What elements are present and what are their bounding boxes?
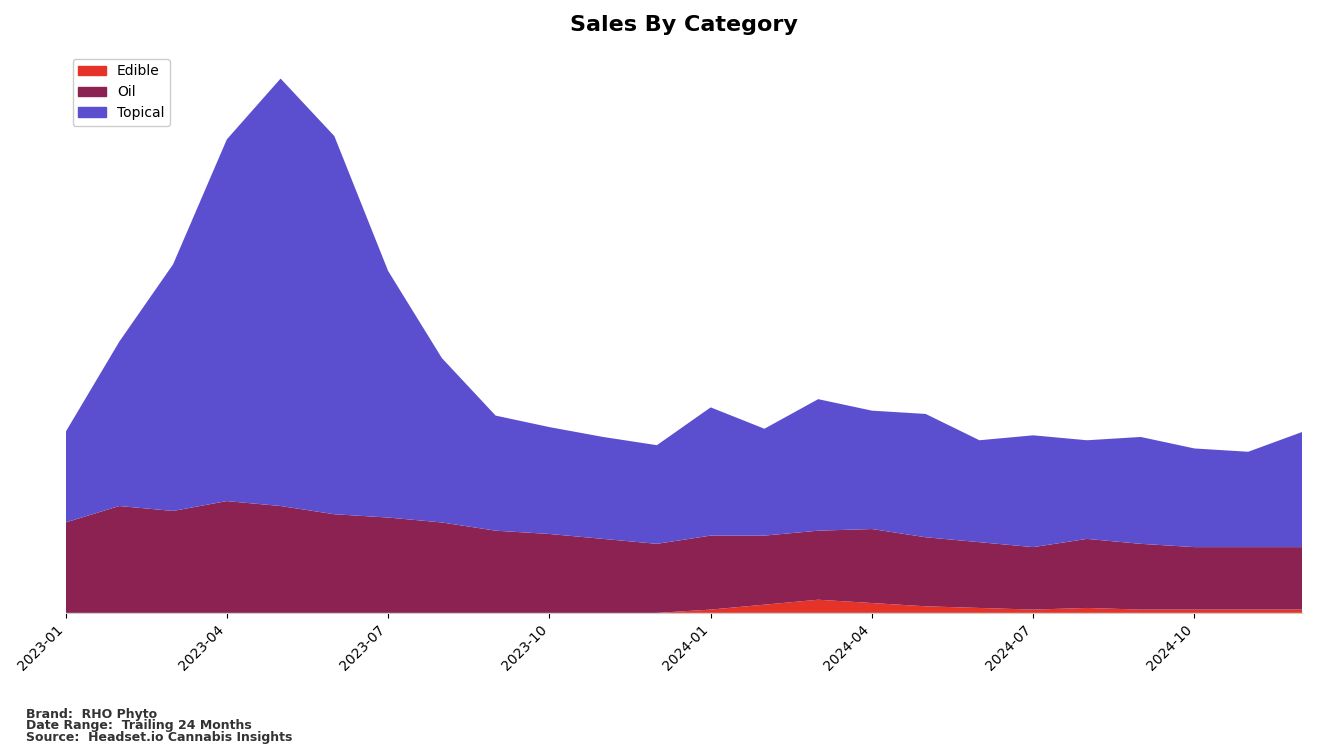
Legend: Edible, Oil, Topical: Edible, Oil, Topical xyxy=(72,59,170,126)
Text: Brand:  RHO Phyto: Brand: RHO Phyto xyxy=(26,708,158,721)
Text: Date Range:  Trailing 24 Months: Date Range: Trailing 24 Months xyxy=(26,720,252,732)
Text: Source:  Headset.io Cannabis Insights: Source: Headset.io Cannabis Insights xyxy=(26,731,292,744)
Title: Sales By Category: Sales By Category xyxy=(570,15,798,35)
